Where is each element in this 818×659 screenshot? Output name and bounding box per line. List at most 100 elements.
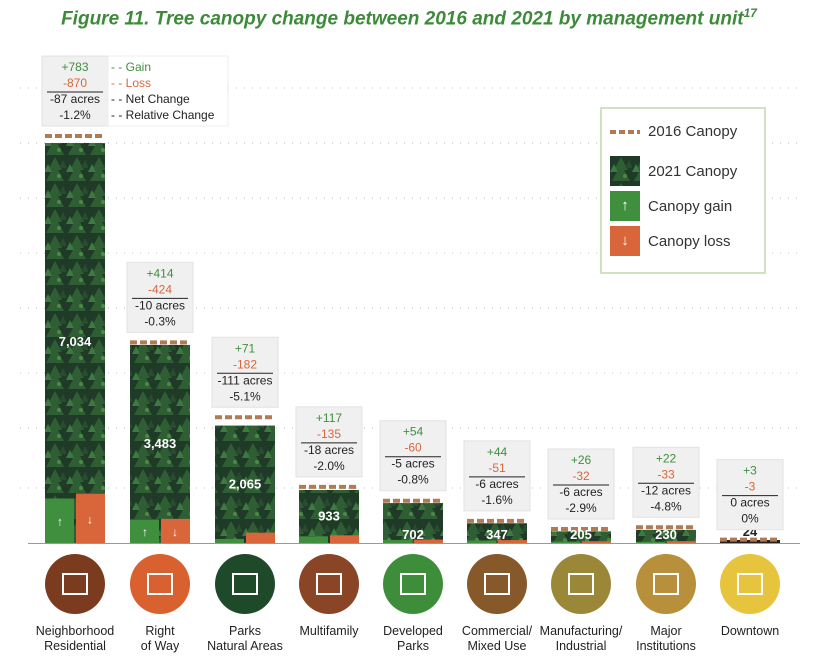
annotation-key-box [107,55,229,127]
house-icon-glyph [62,573,88,595]
road-sign-icon [130,554,190,614]
gain-bar [299,536,328,543]
relative-change-label: -1.6% [481,493,513,507]
change-box [126,261,194,333]
canopy-2021-bar [551,531,611,543]
loss-bar [330,535,359,543]
category-label-line1: Multifamily [299,624,359,638]
gain-label: +26 [571,453,592,467]
canopy-value-label: 347 [486,527,508,542]
loss-bar [582,541,611,543]
hiker-tree-icon [215,554,275,614]
relative-change-label: -1.2% [59,108,91,122]
relative-change-label: -0.8% [397,473,429,487]
apartment-icon [299,554,359,614]
canopy-2021-bar [45,143,105,543]
category-label: Commercial/Mixed Use [447,624,547,654]
columns-building-icon-glyph [653,573,679,595]
legend-item-2021: 2021 Canopy [610,156,737,186]
loss-bar [667,541,696,543]
net-change-label: -10 acres [135,298,185,312]
loss-label: -3 [745,480,756,494]
category-label-line2: of Way [140,639,180,653]
category-label-line1: Right [145,624,175,638]
storefront-icon-glyph [484,573,510,595]
category-label-line1: Manufacturing/ [539,624,623,638]
category-label-line1: Downtown [720,624,780,638]
canopy-value-label: 230 [655,527,677,542]
net-change-label: -6 acres [559,485,602,499]
net-change-label: -111 acres [218,373,273,387]
category-label: Neighborhood Residential [25,624,125,654]
factory-icon-glyph [568,573,594,595]
annotation-key-net: - - Net Change [111,92,190,106]
category-label-line1: Parks [229,624,261,638]
legend-item-gain: ↑ Canopy gain [610,191,732,221]
net-change-label: -87 acres [50,92,100,106]
gain-label: +783 [61,60,88,74]
loss-label: -32 [572,469,590,483]
net-change-label: -6 acres [475,477,518,491]
canopy-value-label: 3,483 [144,436,177,451]
canopy-2021-bar [383,503,443,543]
gain-label: +3 [743,464,757,478]
gain-bar [130,519,159,543]
legend-label: Canopy gain [648,197,733,215]
gain-label: +414 [146,266,173,280]
loss-label: -870 [63,76,87,90]
relative-change-label: -5.1% [229,389,261,403]
loss-label: -51 [488,461,506,475]
relative-change-label: -2.9% [565,501,597,515]
category-label-line1: Neighborhood [35,624,115,638]
gain-label: +54 [403,425,424,439]
title-text: Figure 11. Tree canopy change between 20… [61,8,744,30]
road-sign-icon-glyph [147,573,173,595]
footnote-mark: 17 [743,6,757,20]
storefront-icon [467,554,527,614]
canopy-value-label: 933 [318,508,340,523]
category-label-line1: Developed [383,624,443,638]
arrow-down-icon: ↓ [610,226,640,256]
category-label: Right of Way [110,624,210,654]
legend-item-2016: 2016 Canopy [610,123,737,140]
canopy-2021-bar [467,523,527,543]
arrow-down-icon: ↓ [87,512,93,526]
category-label-line1: Major [650,624,682,638]
annotation-key-loss: - - Loss [111,76,151,90]
category-label-line2: Institutions [636,639,696,653]
net-change-label: -12 acres [641,483,691,497]
legend-item-loss: ↓ Canopy loss [610,226,731,256]
legend-label: Canopy loss [648,232,731,250]
canopy-value-label: 205 [570,527,592,542]
gain-label: +44 [487,445,508,459]
arrow-down-icon: ↓ [172,525,178,539]
dashed-line-icon [610,129,640,134]
annotation-key-relative: - - Relative Change [111,108,215,122]
category-label: Parks Natural Areas [195,624,295,654]
change-box [379,420,447,492]
category-label: Major Institutions [616,624,716,654]
canopy-2021-bar [299,489,359,543]
loss-bar [76,493,105,543]
arrow-up-icon: ↑ [57,515,63,529]
change-box [716,459,784,531]
change-box [41,55,109,127]
gain-label: +71 [235,341,256,355]
loss-bar [246,532,275,543]
relative-change-label: 0% [741,512,759,526]
loss-label: -182 [233,357,257,371]
figure-title: Figure 11. Tree canopy change between 20… [0,6,818,30]
category-label: Manufacturing/Industrial [531,624,631,654]
gain-bar [45,498,74,543]
forest-swatch-icon [610,156,640,186]
change-box [547,448,615,520]
loss-bar [498,540,527,543]
canopy-2021-bar [636,529,696,543]
relative-change-label: -2.0% [313,459,345,473]
canopy-value-label: 2,065 [229,476,262,491]
apartment-icon-glyph [316,573,342,595]
gain-bar [636,541,665,543]
gain-bar [467,540,496,543]
